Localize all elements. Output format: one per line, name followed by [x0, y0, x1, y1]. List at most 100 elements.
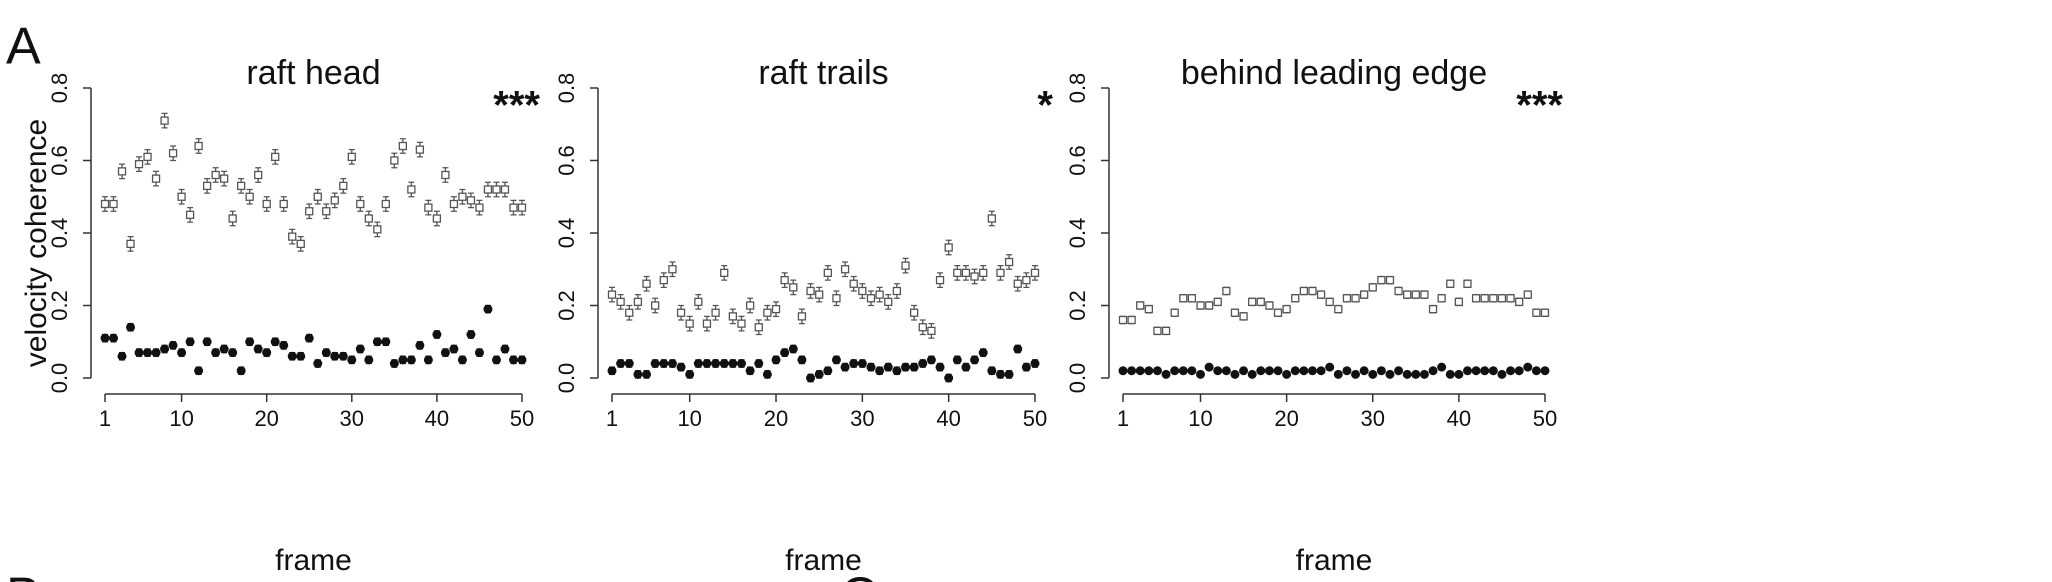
filled-marker [1342, 366, 1352, 376]
open-marker [1377, 275, 1386, 285]
open-marker [262, 199, 271, 209]
open-marker [254, 170, 263, 180]
open-marker [441, 170, 450, 180]
open-marker [296, 239, 305, 249]
x-tick-label: 30 [850, 406, 874, 431]
filled-marker [1273, 366, 1283, 376]
x-tick-label: 1 [99, 406, 111, 431]
open-marker [961, 268, 971, 278]
open-marker [305, 207, 314, 216]
filled-marker [202, 337, 212, 347]
open-marker [1411, 290, 1420, 299]
filled-marker [440, 348, 450, 358]
filled-marker [806, 373, 816, 383]
filled-marker [474, 348, 484, 358]
y-tick-label: 0.0 [1065, 363, 1090, 394]
open-marker [840, 265, 850, 274]
open-marker [160, 116, 169, 125]
filled-marker [1471, 366, 1481, 376]
filled-marker [1170, 366, 1180, 376]
filled-marker [970, 355, 980, 365]
x-tick-label: 30 [340, 406, 364, 431]
chart-title: behind leading edge [1181, 54, 1487, 92]
open-marker [1299, 286, 1309, 296]
filled-marker [355, 344, 365, 354]
x-axis-label: frame [785, 544, 862, 577]
x-tick-label: 40 [425, 406, 449, 431]
open-marker [228, 214, 237, 223]
filled-marker [823, 366, 833, 376]
open-marker [339, 181, 348, 191]
open-marker [1506, 294, 1515, 303]
filled-marker [693, 359, 703, 368]
open-marker [754, 323, 763, 332]
y-tick-label: 0.8 [47, 73, 72, 104]
open-marker [1368, 283, 1377, 292]
open-marker [1196, 301, 1205, 310]
filled-marker [517, 355, 527, 365]
filled-marker [685, 369, 695, 379]
open-marker [642, 279, 651, 288]
filled-marker [901, 362, 911, 372]
filled-marker [1187, 366, 1197, 376]
open-marker [832, 294, 841, 303]
y-tick-label: 0.8 [1065, 73, 1090, 104]
filled-marker [483, 304, 493, 314]
open-marker [1118, 315, 1128, 325]
significance: *** [493, 84, 540, 128]
open-marker [875, 290, 884, 299]
filled-marker [1127, 366, 1137, 376]
filled-marker [1445, 369, 1455, 379]
filled-marker [840, 362, 850, 372]
open-marker [944, 243, 953, 252]
open-marker [390, 156, 399, 165]
open-marker [211, 170, 220, 180]
open-marker [219, 174, 229, 183]
open-marker [126, 239, 135, 249]
filled-marker [857, 359, 867, 368]
filled-marker [1021, 362, 1031, 372]
filled-marker [1247, 369, 1257, 379]
filled-marker [372, 337, 382, 347]
y-tick-label: 0.0 [554, 363, 579, 394]
filled-marker [616, 359, 626, 368]
open-marker [1471, 294, 1481, 303]
open-marker [288, 232, 297, 241]
filled-marker [650, 359, 660, 368]
y-tick-label: 0.0 [47, 363, 72, 394]
filled-marker [1221, 366, 1231, 376]
panel-label: C [840, 568, 878, 582]
open-marker [1127, 315, 1136, 325]
filled-marker [1428, 366, 1438, 376]
open-marker [1334, 304, 1343, 314]
open-marker [398, 141, 408, 151]
filled-marker [814, 369, 824, 379]
open-marker [109, 199, 118, 209]
x-tick-label: 1 [606, 406, 618, 431]
filled-marker [1196, 369, 1206, 379]
x-tick-label: 10 [677, 406, 701, 431]
filled-marker [1161, 369, 1171, 379]
chart-title: raft head [246, 54, 380, 92]
x-tick-label: 20 [1274, 406, 1298, 431]
filled-marker [1488, 366, 1498, 376]
filled-marker [1290, 366, 1300, 376]
filled-marker [909, 362, 919, 372]
open-marker [953, 268, 962, 278]
open-marker [858, 286, 867, 296]
filled-marker [762, 369, 772, 379]
y-tick-label: 0.4 [1065, 218, 1090, 249]
open-marker [1265, 301, 1274, 310]
x-axis-label: frame [275, 544, 352, 577]
filled-marker [728, 359, 738, 368]
open-marker [607, 290, 617, 299]
x-tick-label: 10 [169, 406, 193, 431]
x-axis-label: frame [1296, 544, 1373, 577]
open-marker [1170, 308, 1179, 317]
open-marker [927, 326, 936, 336]
open-marker [194, 141, 203, 151]
filled-marker [1230, 369, 1240, 379]
filled-marker [168, 340, 178, 350]
filled-marker [423, 355, 433, 365]
filled-marker [500, 344, 510, 354]
